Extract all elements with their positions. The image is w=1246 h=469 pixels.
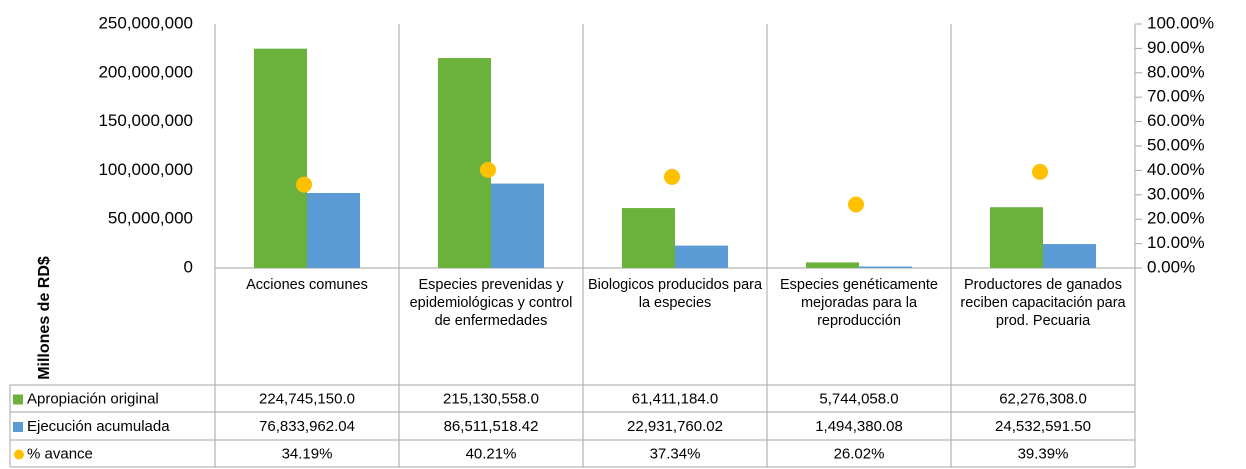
legend-key bbox=[14, 449, 24, 460]
y-tick-label: 200,000,000 bbox=[98, 62, 193, 81]
y2-tick-label: 90.00% bbox=[1147, 38, 1205, 57]
y2-tick-label: 20.00% bbox=[1147, 209, 1205, 228]
category-label: Especies genéticamente mejoradas para la… bbox=[780, 277, 938, 329]
table-cell: 62,276,308.0 bbox=[999, 390, 1087, 407]
table-cell: 34.19% bbox=[282, 445, 333, 462]
marker bbox=[664, 168, 680, 185]
bar bbox=[254, 48, 307, 268]
category-label: Productores de ganados reciben capacitac… bbox=[960, 277, 1126, 329]
table-cell: 24,532,591.50 bbox=[995, 418, 1091, 435]
bar bbox=[675, 245, 728, 268]
bar bbox=[806, 262, 859, 268]
y-axis-label: Millones de RD$ bbox=[36, 256, 53, 380]
table-cell: 1,494,380.08 bbox=[815, 418, 903, 435]
table-cell: 26.02% bbox=[834, 445, 885, 462]
y2-tick-label: 70.00% bbox=[1147, 87, 1205, 106]
table-cell: 37.34% bbox=[650, 445, 701, 462]
marker bbox=[296, 176, 312, 193]
table-cell: 224,745,150.0 bbox=[259, 390, 355, 407]
bar bbox=[491, 183, 544, 268]
y2-tick-label: 80.00% bbox=[1147, 62, 1205, 81]
bar bbox=[438, 58, 491, 268]
table-cell: 215,130,558.0 bbox=[443, 390, 539, 407]
y2-tick-label: 40.00% bbox=[1147, 160, 1205, 179]
y2-tick-label: 50.00% bbox=[1147, 135, 1205, 154]
bar bbox=[1043, 244, 1096, 268]
marker bbox=[1032, 163, 1048, 180]
y2-tick-label: 30.00% bbox=[1147, 184, 1205, 203]
legend-key bbox=[13, 394, 23, 405]
table-cell: 86,511,518.42 bbox=[444, 418, 539, 435]
table-cell: 76,833,962.04 bbox=[259, 418, 355, 435]
bar bbox=[859, 266, 912, 268]
y2-tick-label: 100.00% bbox=[1147, 13, 1214, 32]
bar bbox=[990, 207, 1043, 268]
category-label: Biologicos producidos para la especies bbox=[587, 277, 763, 311]
bar bbox=[307, 193, 360, 268]
y-tick-label: 250,000,000 bbox=[98, 13, 193, 32]
y-tick-label: 0 bbox=[184, 257, 193, 276]
bar bbox=[622, 208, 675, 268]
marker bbox=[848, 196, 864, 213]
y2-tick-label: 60.00% bbox=[1147, 111, 1205, 130]
y-tick-label: 50,000,000 bbox=[108, 209, 193, 228]
y2-tick-label: 0.00% bbox=[1147, 257, 1195, 276]
legend-key bbox=[13, 422, 23, 432]
y-tick-label: 100,000,000 bbox=[98, 160, 193, 179]
y-tick-label: 150,000,000 bbox=[98, 111, 193, 130]
legend-label: Ejecución acumulada bbox=[27, 418, 170, 435]
table-cell: 61,411,184.0 bbox=[632, 390, 718, 407]
table-cell: 22,931,760.02 bbox=[627, 418, 723, 435]
y2-tick-label: 10.00% bbox=[1147, 233, 1205, 252]
table-cell: 40.21% bbox=[466, 445, 517, 462]
table-cell: 5,744,058.0 bbox=[819, 390, 898, 407]
marker bbox=[480, 161, 496, 178]
legend-label: % avance bbox=[27, 445, 93, 462]
table-cell: 39.39% bbox=[1018, 445, 1069, 462]
category-label: Acciones comunes bbox=[246, 277, 368, 293]
legend-label: Apropiación original bbox=[27, 390, 159, 407]
category-label: Especies prevenidas y epidemiológicas y … bbox=[409, 277, 573, 329]
